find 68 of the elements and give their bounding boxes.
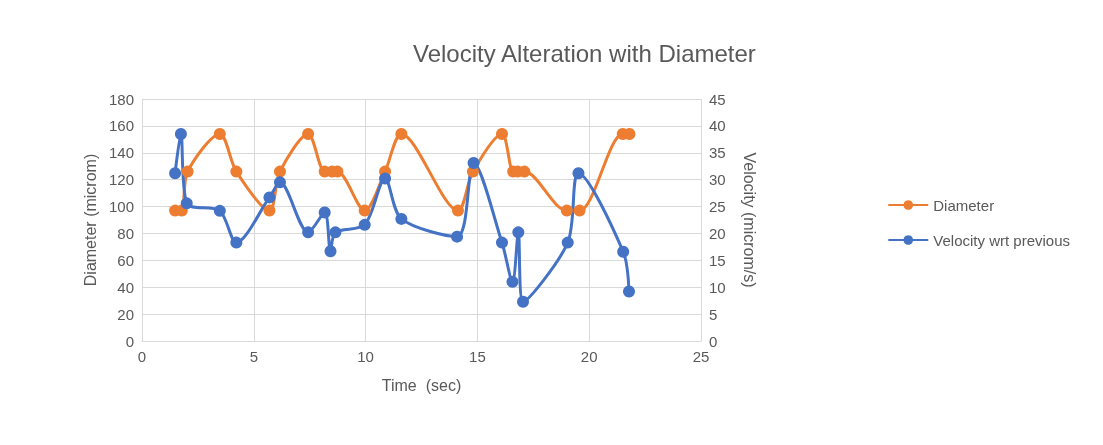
x-tick-label: 15 [469,348,486,365]
point [561,236,574,249]
y2-tick-label: 15 [709,251,726,269]
point [213,127,226,140]
y2-tick-label: 10 [709,278,726,296]
point [263,191,276,204]
point [379,172,392,185]
y-tick-label: 60 [117,251,134,269]
legend-label: Diameter [933,196,995,214]
point [273,176,286,189]
y2-tick-label: 30 [709,171,726,189]
point [451,230,464,243]
point [230,165,243,178]
y2-tick-label: 35 [709,144,726,162]
y-tick-label: 120 [108,171,134,189]
legend-label: Velocity wrt previous [933,231,1071,249]
x-tick-label: 10 [357,348,374,365]
y2-tick-label: 20 [709,224,726,242]
point [395,212,408,225]
point [263,204,276,217]
point [318,206,331,219]
point [512,226,525,239]
point [302,226,315,239]
point [169,167,182,180]
y-tick-label: 140 [108,144,134,162]
point [496,236,508,249]
point [273,165,286,178]
y-axis-title: Diameter (microm) [81,153,99,287]
point [451,204,464,217]
point [181,165,194,178]
point [329,226,342,239]
point [506,275,519,288]
x-tick-label: 0 [137,348,147,365]
point [573,204,586,217]
y-tick-label: 180 [108,90,134,108]
y2-tick-label: 45 [709,90,726,108]
point [496,127,508,140]
x-tick-label: 5 [249,348,258,365]
point [517,295,530,308]
point [213,204,226,217]
point [467,157,480,169]
point [572,167,585,180]
point [174,127,187,140]
y2-tick-label: 40 [709,117,726,135]
chart-title: Velocity Alteration with Diameter [413,39,756,67]
point [302,127,315,140]
x-tick-label: 25 [692,348,710,365]
y2-tick-label: 0 [709,332,718,350]
x-axis-title: Time (sec) [381,376,462,394]
y-tick-label: 40 [117,278,134,296]
y-tick-label: 0 [125,332,134,350]
point [230,236,243,249]
y-tick-label: 80 [117,224,134,242]
y2-tick-label: 5 [709,305,718,323]
point [617,245,630,258]
point [358,218,371,231]
y-tick-label: 20 [117,305,134,323]
y2-tick-label: 25 [709,198,726,216]
point [395,127,408,140]
x-tick-label: 20 [580,348,598,365]
y2-axis-title: Velocity (microm/s) [740,152,758,288]
y-tick-label: 100 [108,198,134,216]
point [623,285,635,298]
point [560,204,573,217]
y-tick-label: 160 [108,117,134,135]
point [324,245,337,258]
point [358,204,371,217]
point [180,197,193,210]
